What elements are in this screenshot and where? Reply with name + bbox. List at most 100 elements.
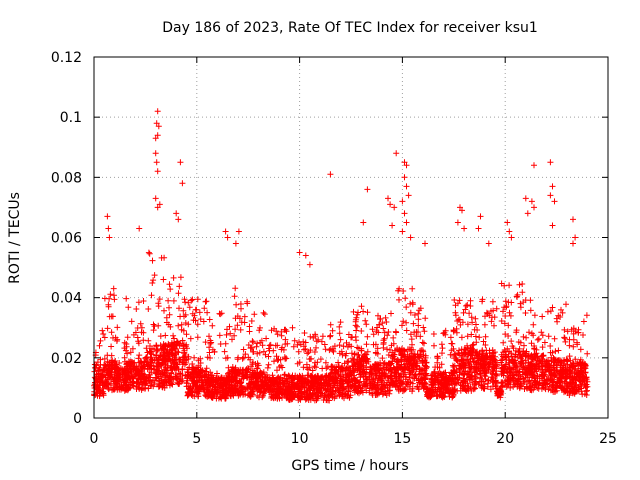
data-point	[500, 339, 507, 346]
data-point	[207, 369, 214, 376]
data-point	[385, 329, 392, 335]
data-point	[168, 369, 175, 376]
data-point	[125, 304, 132, 311]
data-point	[175, 376, 182, 383]
data-point	[336, 386, 343, 393]
data-point	[201, 305, 208, 312]
data-point	[232, 385, 239, 392]
data-point	[280, 377, 286, 384]
data-point	[130, 331, 137, 338]
data-point	[421, 328, 428, 335]
data-point	[128, 318, 135, 325]
data-point	[130, 360, 137, 366]
data-point	[253, 365, 260, 372]
data-point	[415, 316, 422, 323]
data-point	[234, 389, 241, 396]
data-point	[187, 335, 194, 342]
data-point	[261, 311, 268, 318]
y-tick-label: 0.04	[51, 291, 82, 307]
data-point	[170, 332, 177, 339]
data-point	[136, 225, 143, 232]
data-point	[160, 343, 167, 350]
data-point	[219, 381, 226, 388]
data-point	[97, 337, 104, 344]
data-point	[303, 395, 310, 402]
data-point	[467, 297, 474, 304]
data-point	[162, 332, 169, 339]
data-point	[175, 349, 182, 356]
data-point	[104, 325, 111, 332]
data-point	[561, 334, 568, 341]
data-point	[257, 324, 263, 331]
data-point	[106, 313, 113, 320]
data-point	[265, 361, 272, 368]
data-point	[236, 315, 243, 322]
data-point	[137, 320, 144, 327]
data-point	[431, 342, 437, 349]
data-point	[363, 321, 370, 328]
data-point	[176, 356, 183, 363]
data-point	[302, 375, 309, 382]
data-point	[188, 297, 195, 304]
data-point	[135, 299, 142, 306]
data-point	[148, 356, 155, 362]
data-point	[122, 347, 129, 354]
data-point	[265, 353, 272, 360]
data-point	[157, 333, 164, 340]
data-point	[549, 183, 556, 190]
y-tick-label: 0.06	[51, 231, 82, 247]
x-tick-label: 0	[90, 431, 99, 447]
data-point	[291, 394, 298, 401]
data-point	[238, 319, 245, 326]
data-point	[320, 397, 327, 403]
data-point	[282, 326, 289, 333]
data-point	[211, 383, 218, 390]
data-point	[163, 314, 170, 321]
data-point	[111, 292, 117, 299]
data-point	[235, 367, 242, 374]
data-point	[149, 280, 156, 286]
data-point	[382, 314, 389, 321]
data-point	[147, 382, 154, 389]
data-point	[191, 312, 198, 319]
data-point	[187, 384, 194, 391]
data-point	[249, 391, 256, 398]
data-point	[263, 335, 270, 342]
data-point	[228, 374, 235, 381]
data-point	[360, 308, 367, 315]
data-point	[162, 376, 169, 383]
x-tick-label: 25	[599, 431, 617, 447]
data-point	[274, 367, 280, 374]
data-point	[520, 333, 527, 340]
data-point	[173, 367, 179, 374]
data-point	[102, 383, 108, 390]
data-point	[116, 360, 123, 366]
data-point	[566, 342, 573, 349]
data-point	[278, 332, 285, 339]
data-point	[507, 312, 514, 319]
data-point	[209, 322, 216, 329]
data-point	[175, 290, 182, 297]
data-point	[259, 377, 266, 383]
data-point	[203, 365, 210, 372]
data-point	[136, 352, 143, 359]
data-point	[94, 383, 101, 390]
data-point	[176, 283, 183, 290]
data-point	[217, 341, 224, 347]
data-point	[182, 311, 189, 318]
data-point	[158, 254, 165, 261]
data-point	[152, 195, 159, 202]
data-point	[191, 354, 198, 361]
data-point	[254, 340, 261, 347]
y-tick-label: 0.02	[51, 351, 82, 367]
data-point	[555, 347, 562, 354]
data-point	[517, 304, 524, 311]
data-point	[408, 336, 415, 343]
data-point	[295, 382, 302, 389]
data-point	[189, 361, 196, 367]
data-point	[250, 339, 257, 346]
data-point	[561, 326, 568, 333]
data-point	[253, 343, 260, 350]
data-point	[168, 380, 175, 387]
data-point	[245, 366, 252, 373]
